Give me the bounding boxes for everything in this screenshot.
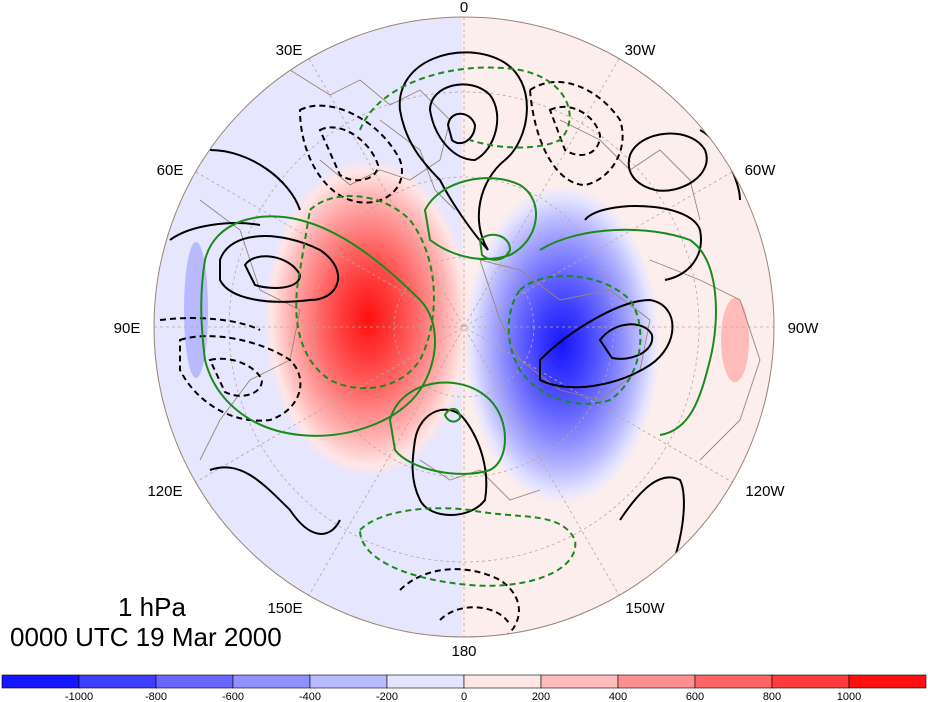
colorbar-swatch bbox=[694, 674, 773, 689]
black-dashed-contours bbox=[159, 80, 624, 637]
colorbar-tick-label: -200 bbox=[376, 691, 398, 702]
datetime-label: 0000 UTC 19 Mar 2000 bbox=[10, 622, 282, 652]
lon-120e: 120E bbox=[147, 483, 182, 500]
lon-150e: 150E bbox=[267, 600, 302, 617]
colorbar-swatch bbox=[78, 674, 157, 689]
colorbar-swatch bbox=[463, 674, 542, 689]
map-boundary bbox=[153, 16, 775, 638]
lon-30e: 30E bbox=[276, 42, 303, 59]
lon-120w: 120W bbox=[745, 483, 785, 500]
colorbar-swatch bbox=[1, 674, 80, 689]
lon-30w: 30W bbox=[625, 42, 657, 59]
negative-anomaly-center bbox=[464, 185, 660, 505]
colorbar-tick-label: -1000 bbox=[65, 691, 93, 702]
colorbar-swatch bbox=[771, 674, 850, 689]
lon-60w: 60W bbox=[745, 162, 777, 179]
pressure-level-label: 1 hPa bbox=[118, 592, 186, 622]
lon-0: 0 bbox=[460, 0, 468, 16]
colorbar: -1000 -800 -600 -400 -200 0 200 400 600 800 1000 bbox=[1, 674, 927, 702]
colorbar-swatch bbox=[848, 674, 927, 689]
colorbar-tick-label: 600 bbox=[686, 691, 704, 702]
colorbar-tick-label: 200 bbox=[532, 691, 550, 702]
longitude-labels: 0 30W 60W 90W 120W 150W 180 150E 120E 90… bbox=[114, 0, 820, 660]
green-contours bbox=[200, 177, 717, 475]
colorbar-tick-label: 400 bbox=[609, 691, 627, 702]
colorbar-tick-label: -800 bbox=[145, 691, 167, 702]
lon-90e: 90E bbox=[114, 320, 141, 337]
colorbar-swatch bbox=[617, 674, 696, 689]
map-disk bbox=[154, 17, 774, 637]
colorbar-tick-label: 800 bbox=[763, 691, 781, 702]
colorbar-tick-label: -600 bbox=[222, 691, 244, 702]
lon-90w: 90W bbox=[788, 320, 820, 337]
lon-180: 180 bbox=[451, 643, 476, 660]
colorbar-tick-label: 0 bbox=[461, 691, 467, 702]
small-positive-anomaly bbox=[721, 298, 749, 382]
green-dashed-contours bbox=[295, 66, 642, 587]
graticule bbox=[154, 17, 774, 637]
colorbar-swatch bbox=[309, 674, 388, 689]
positive-anomaly-center bbox=[263, 158, 473, 478]
lon-150w: 150W bbox=[625, 600, 665, 617]
colorbar-tick-label: -400 bbox=[299, 691, 321, 702]
colorbar-tick-label: 1000 bbox=[837, 691, 861, 702]
colorbar-swatch bbox=[386, 674, 465, 689]
lon-60e: 60E bbox=[157, 162, 184, 179]
colorbar-swatch bbox=[540, 674, 619, 689]
colorbar-swatch bbox=[155, 674, 234, 689]
colorbar-swatch bbox=[232, 674, 311, 689]
